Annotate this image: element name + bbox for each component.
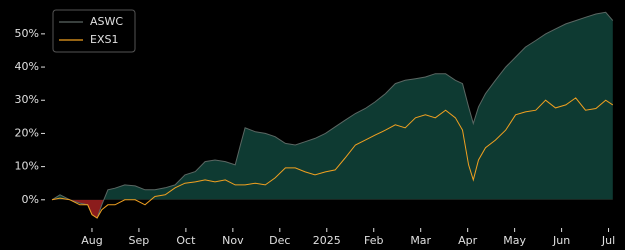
y-tick-label: 20% [15,126,39,139]
legend-label: ASWC [90,15,123,28]
x-tick-label: Aug [81,234,102,247]
x-tick-label: Jul [601,234,615,247]
y-tick-label: 0% [22,193,39,206]
x-tick-label: Mar [410,234,431,247]
x-tick-label: Oct [176,234,196,247]
x-tick-label: Nov [222,234,244,247]
legend-box [52,9,136,53]
series-line [51,11,614,219]
y-tick-label: 40% [15,60,39,73]
y-tick-label: 50% [15,27,39,40]
x-tick-label: May [503,234,526,247]
x-tick-label: Feb [364,234,383,247]
x-tick-label: Dec [269,234,290,247]
area-positive [52,12,613,200]
area-negative [52,199,104,218]
x-tick-label: Apr [458,234,478,247]
series-line [51,97,614,219]
legend-label: EXS1 [90,33,118,46]
x-tick-label: 2025 [313,234,341,247]
x-tick-label: Sep [129,234,150,247]
x-tick-label: Jun [552,234,570,247]
y-tick-label: 10% [15,160,39,173]
y-tick-label: 30% [15,93,39,106]
